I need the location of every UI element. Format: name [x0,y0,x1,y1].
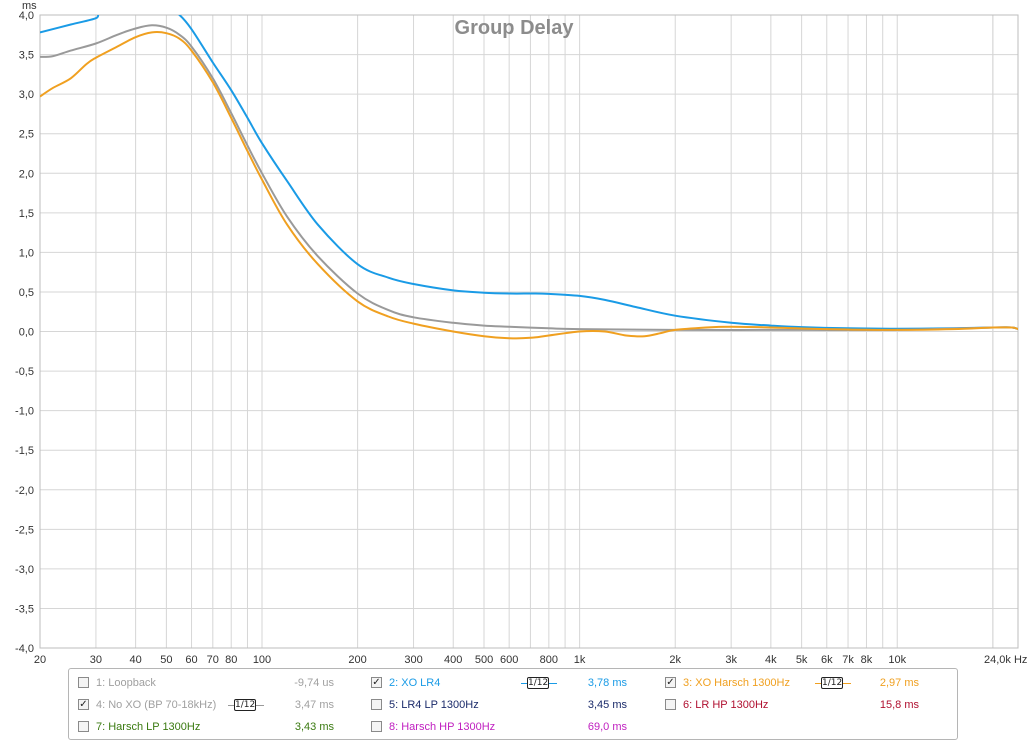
x-tick-label: 5k [796,654,808,666]
smoothing-label: 1/12 [234,699,256,711]
legend-item-no-xo[interactable]: ✓ 4: No XO (BP 70-18kHz) 1/12 3,47 ms [78,697,338,715]
x-tick-label: 24,0k Hz [984,654,1027,666]
y-tick-label: -4,0 [15,643,34,655]
y-tick-label: 2,0 [19,168,34,180]
x-tick-label: 30 [90,654,102,666]
x-tick-label: 6k [821,654,833,666]
series-line-3[interactable] [40,31,1018,340]
legend-value-lr-hp: 15,8 ms [879,699,919,711]
checkbox-xo-lr4[interactable]: ✓ [371,677,382,688]
x-tick-label: 500 [475,654,493,666]
y-tick-label: 4,0 [19,10,34,22]
legend-value-harsch-lp: 3,43 ms [294,721,334,733]
smoothing-indicator-xo-harsch[interactable]: 1/12 [815,677,851,691]
checkbox-lr-hp[interactable] [665,699,676,710]
y-tick-label: -1,0 [15,406,34,418]
legend-item-harsch-lp[interactable]: 7: Harsch LP 1300Hz 3,43 ms [78,719,338,737]
legend-value-loopback: -9,74 us [294,677,334,689]
x-tick-label: 200 [348,654,366,666]
legend-label-xo-harsch: 3: XO Harsch 1300Hz [683,677,790,689]
smoothing-label: 1/12 [821,677,843,689]
series-line-1[interactable] [40,7,1018,331]
series-lines [40,7,1018,340]
x-tick-label: 2k [669,654,681,666]
legend-value-xo-harsch: 2,97 ms [879,677,919,689]
legend-value-no-xo: 3,47 ms [294,699,334,711]
legend-label-no-xo: 4: No XO (BP 70-18kHz) [96,699,217,711]
legend-item-xo-harsch[interactable]: ✓ 3: XO Harsch 1300Hz 1/12 2,97 ms [665,675,935,693]
x-tick-label: 8k [861,654,873,666]
x-tick-label: 80 [225,654,237,666]
smoothing-indicator-no-xo[interactable]: 1/12 [228,699,264,713]
series-line-2[interactable] [40,24,1018,332]
x-tick-label: 100 [253,654,271,666]
x-tick-label: 800 [540,654,558,666]
legend-panel: 1: Loopback -9,74 us ✓ 2: XO LR4 1/12 3,… [68,668,958,740]
x-tick-label: 1k [574,654,586,666]
smoothing-indicator-xo-lr4[interactable]: 1/12 [521,677,557,691]
legend-item-loopback[interactable]: 1: Loopback -9,74 us [78,675,338,693]
y-axis-unit-label: ms [22,0,37,12]
plot-area-border [39,14,1019,649]
x-tick-label: 70 [207,654,219,666]
chart-title: Group Delay [455,17,575,39]
checkbox-xo-harsch[interactable]: ✓ [665,677,676,688]
y-tick-label: -2,5 [15,524,34,536]
y-tick-label: 3,0 [19,89,34,101]
legend-value-xo-lr4: 3,78 ms [587,677,627,689]
legend-item-lr4-lp[interactable]: 5: LR4 LP 1300Hz 3,45 ms [371,697,641,715]
y-tick-label: 1,5 [19,208,34,220]
y-tick-label: -1,5 [15,445,34,457]
legend-label-lr-hp: 6: LR HP 1300Hz [683,699,769,711]
x-tick-label: 600 [500,654,518,666]
y-tick-label: -3,0 [15,564,34,576]
checkbox-loopback[interactable] [78,677,89,688]
legend-label-xo-lr4: 2: XO LR4 [389,677,441,689]
smoothing-label: 1/12 [527,677,549,689]
y-tick-label: 2,5 [19,129,34,141]
x-tick-label: 40 [129,654,141,666]
x-tick-label: 4k [765,654,777,666]
checkbox-harsch-lp[interactable] [78,721,89,732]
y-tick-label: 1,0 [19,247,34,259]
legend-item-lr-hp[interactable]: 6: LR HP 1300Hz 15,8 ms [665,697,935,715]
y-tick-label: 0,5 [19,287,34,299]
group-delay-chart[interactable]: 20 30 40 50 60 70 80 100 200 300 400 500 600 800 1k 2k 3… [0,0,1028,668]
x-tick-label: 400 [444,654,462,666]
y-tick-label: -0,5 [15,366,34,378]
legend-item-xo-lr4[interactable]: ✓ 2: XO LR4 1/12 3,78 ms [371,675,641,693]
y-axis-tick-labels: 4,0 3,5 3,0 2,5 2,0 1,5 1,0 0,5 0,0 -0,5 -1,0 -1,5 -… [15,10,34,655]
legend-label-loopback: 1: Loopback [96,677,156,689]
legend-item-harsch-hp[interactable]: 8: Harsch HP 1300Hz 69,0 ms [371,719,641,737]
checkbox-harsch-hp[interactable] [371,721,382,732]
checkbox-lr4-lp[interactable] [371,699,382,710]
legend-value-lr4-lp: 3,45 ms [587,699,627,711]
y-tick-label: 3,5 [19,50,34,62]
legend-label-lr4-lp: 5: LR4 LP 1300Hz [389,699,479,711]
checkbox-no-xo[interactable]: ✓ [78,699,89,710]
y-tick-label: -3,5 [15,603,34,615]
y-tick-label: 0,0 [19,327,34,339]
legend-label-harsch-hp: 8: Harsch HP 1300Hz [389,721,496,733]
x-tick-label: 10k [888,654,906,666]
x-tick-label: 300 [404,654,422,666]
x-tick-label: 7k [842,654,854,666]
legend-value-harsch-hp: 69,0 ms [587,721,627,733]
x-tick-label: 50 [160,654,172,666]
x-tick-label: 60 [185,654,197,666]
legend-label-harsch-lp: 7: Harsch LP 1300Hz [96,721,201,733]
x-tick-label: 20 [34,654,46,666]
x-tick-label: 3k [725,654,737,666]
x-axis-tick-labels: 20 30 40 50 60 70 80 100 200 300 400 500 600 800 1k 2k 3… [34,654,1028,666]
y-tick-label: -2,0 [15,485,34,497]
horizontal-grid [40,14,1018,649]
